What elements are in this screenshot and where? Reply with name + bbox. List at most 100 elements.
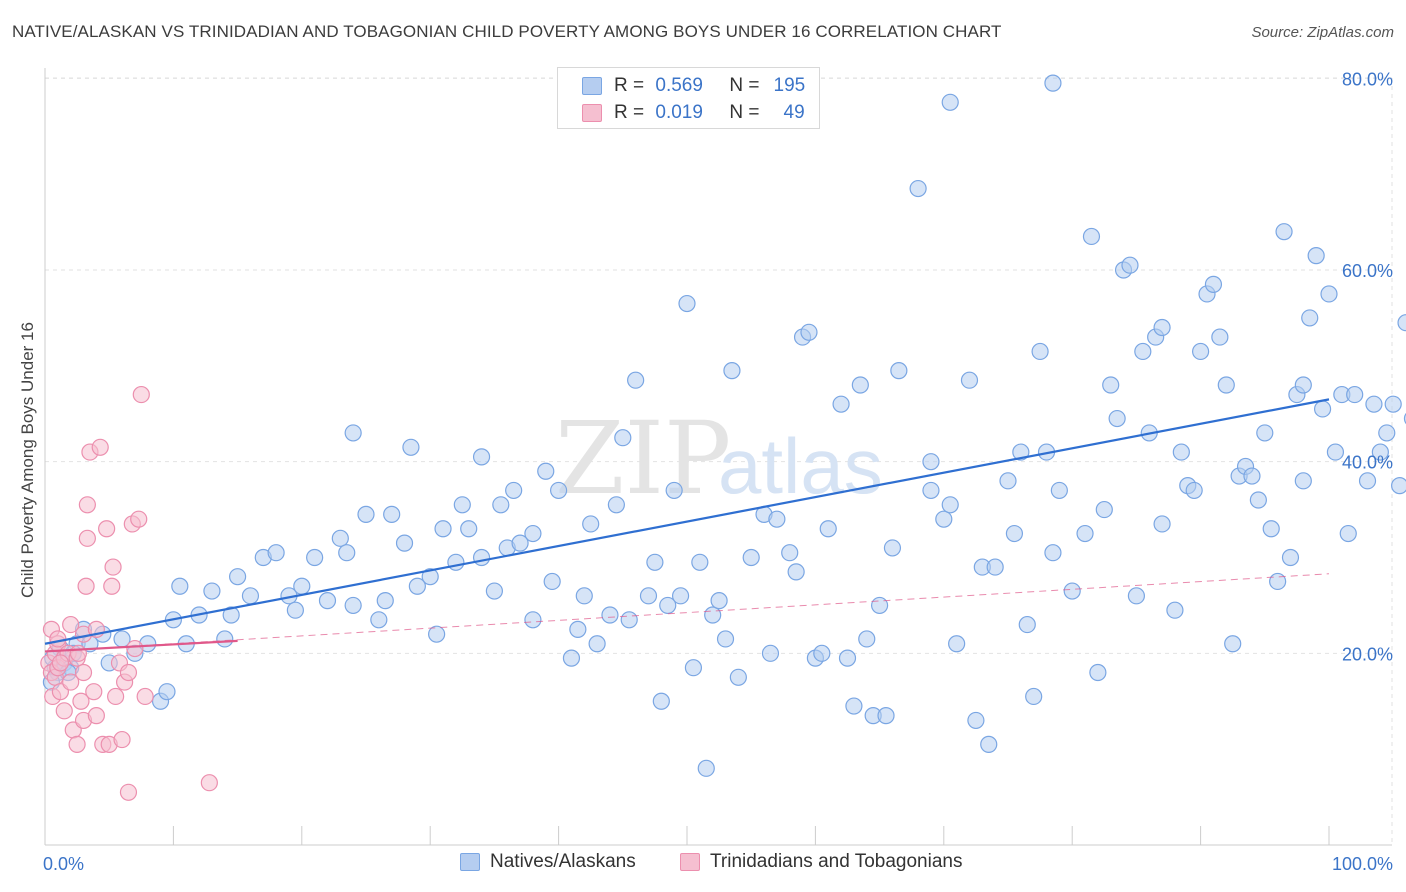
natives-point bbox=[851, 376, 869, 394]
natives-point bbox=[524, 524, 542, 543]
natives-point bbox=[562, 649, 581, 667]
natives-point bbox=[909, 179, 927, 198]
natives-point bbox=[890, 362, 908, 380]
natives-point bbox=[286, 601, 304, 619]
natives-point bbox=[549, 481, 568, 500]
natives-point bbox=[171, 577, 189, 595]
trinidad-trend-extension bbox=[44, 573, 1330, 652]
natives-point bbox=[575, 587, 593, 605]
natives-point bbox=[1005, 524, 1024, 543]
natives-point bbox=[1082, 227, 1101, 246]
trinidad-point bbox=[51, 654, 70, 672]
natives-point bbox=[1358, 472, 1377, 490]
trinidad-point bbox=[87, 707, 105, 725]
watermark-zip: ZIP bbox=[555, 400, 731, 517]
natives-point bbox=[505, 481, 523, 500]
natives-point bbox=[691, 553, 709, 571]
natives-point bbox=[1249, 491, 1267, 509]
natives-point bbox=[999, 472, 1017, 490]
natives-point bbox=[781, 544, 799, 562]
trinidad-point bbox=[72, 692, 90, 710]
trinidad-point bbox=[74, 663, 93, 682]
r-label: R = bbox=[614, 75, 645, 96]
natives-point bbox=[1153, 515, 1171, 533]
natives-point bbox=[1166, 601, 1184, 619]
natives-point bbox=[338, 544, 356, 562]
trinidad-point bbox=[126, 639, 144, 658]
natives-point bbox=[267, 544, 285, 562]
natives-point bbox=[383, 505, 401, 523]
natives-point bbox=[620, 611, 638, 629]
natives-point bbox=[723, 362, 741, 380]
natives-point bbox=[472, 548, 491, 567]
natives-point bbox=[967, 711, 985, 730]
natives-point bbox=[1127, 587, 1146, 605]
natives-point bbox=[819, 520, 837, 538]
natives-point bbox=[402, 438, 420, 456]
trinidad-point bbox=[85, 683, 103, 701]
natives-point bbox=[761, 644, 780, 662]
trinidad-point bbox=[69, 644, 87, 662]
trinidad-point bbox=[62, 615, 80, 634]
trinidad-point bbox=[49, 630, 67, 648]
natives-point bbox=[729, 668, 747, 686]
natives-point bbox=[229, 568, 247, 586]
y-axis-label: Child Poverty Among Boys Under 16 bbox=[18, 322, 37, 598]
natives-point bbox=[1185, 481, 1203, 500]
trinidad-point bbox=[132, 385, 150, 404]
trinidad-point bbox=[130, 510, 148, 528]
natives-point bbox=[331, 529, 349, 547]
trinidad-point bbox=[91, 438, 109, 456]
natives-point bbox=[511, 534, 529, 552]
natives-point bbox=[1217, 376, 1235, 394]
natives-point bbox=[710, 592, 728, 610]
natives-point bbox=[434, 520, 452, 538]
natives-point bbox=[838, 649, 857, 667]
natives-point bbox=[293, 577, 311, 595]
x-tick-label: 0.0% bbox=[43, 854, 84, 874]
natives-point bbox=[813, 644, 831, 662]
natives-point bbox=[1294, 376, 1312, 394]
natives-point bbox=[1294, 472, 1312, 490]
trinidad-trend-line bbox=[44, 639, 238, 653]
natives-point bbox=[1134, 342, 1152, 361]
trinidad-point bbox=[98, 520, 116, 538]
natives-point bbox=[768, 510, 786, 528]
natives-point bbox=[472, 448, 491, 466]
trinidad-points bbox=[40, 385, 218, 801]
natives-point bbox=[1012, 443, 1030, 461]
natives-point bbox=[601, 606, 619, 624]
natives-point bbox=[1102, 376, 1120, 394]
natives-point bbox=[1313, 400, 1332, 418]
natives-legend-swatch bbox=[460, 853, 480, 871]
trinidad-point bbox=[103, 577, 121, 595]
natives-point bbox=[569, 620, 587, 638]
trinidad-swatch bbox=[582, 104, 602, 122]
natives-point bbox=[1018, 615, 1036, 634]
natives-point bbox=[639, 587, 658, 605]
natives-point bbox=[1063, 582, 1081, 600]
natives-point bbox=[832, 395, 850, 413]
natives-point bbox=[1269, 572, 1287, 591]
trinidad-point bbox=[77, 577, 95, 595]
natives-point bbox=[704, 606, 722, 624]
natives-point bbox=[1378, 424, 1396, 442]
n-label: N = bbox=[729, 75, 760, 96]
natives-point bbox=[306, 548, 324, 567]
natives-point bbox=[485, 582, 503, 600]
natives-point bbox=[453, 496, 471, 514]
natives-point bbox=[614, 429, 632, 447]
y-tick-label: 20.0% bbox=[1342, 644, 1393, 664]
natives-point bbox=[652, 692, 670, 710]
natives-point bbox=[1121, 256, 1139, 274]
natives-point bbox=[344, 424, 362, 442]
trinidad-n-value: 49 bbox=[783, 102, 805, 123]
natives-point bbox=[1346, 385, 1364, 404]
natives-point bbox=[1224, 635, 1242, 653]
natives-point bbox=[684, 659, 703, 677]
natives-point bbox=[408, 577, 426, 595]
natives-point bbox=[800, 323, 818, 341]
natives-point bbox=[1050, 481, 1068, 500]
natives-point bbox=[1262, 520, 1280, 538]
